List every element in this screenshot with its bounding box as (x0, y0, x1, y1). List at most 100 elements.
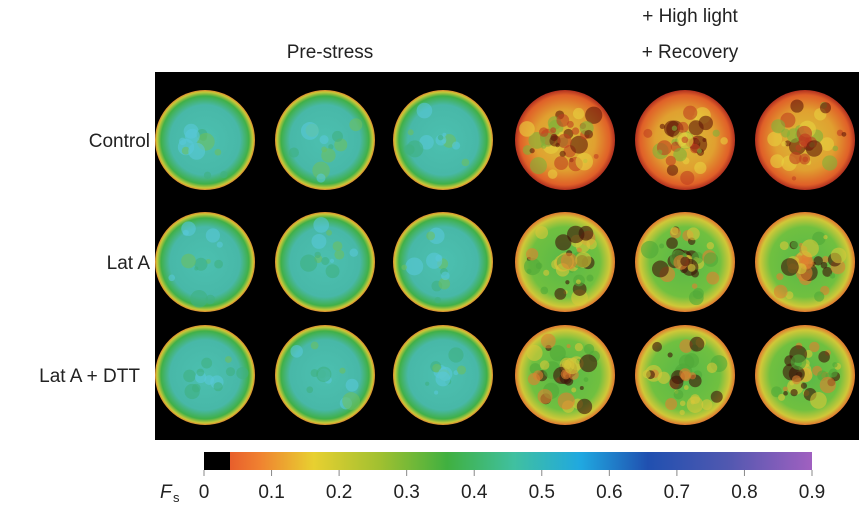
colorbar-label-subscript: s (173, 490, 180, 505)
texture (289, 148, 299, 158)
page: Pre-stress + High light + Recovery Contr… (0, 0, 859, 506)
texture (781, 141, 786, 146)
texture (401, 265, 407, 271)
texture (682, 136, 689, 143)
texture (694, 162, 706, 174)
texture (300, 255, 317, 272)
column-header: + High light (642, 6, 738, 27)
texture (831, 248, 847, 264)
texture (573, 108, 584, 119)
texture (770, 154, 784, 168)
texture (435, 372, 450, 387)
texture (832, 362, 837, 367)
texture (842, 132, 847, 137)
texture (801, 239, 819, 257)
texture (226, 367, 235, 376)
texture (206, 228, 220, 242)
texture (701, 399, 712, 410)
texture (462, 159, 470, 167)
texture (720, 137, 727, 144)
texture (776, 273, 783, 280)
texture (181, 254, 196, 269)
texture (586, 275, 593, 282)
texture (684, 385, 689, 390)
texture (780, 241, 789, 250)
texture (576, 279, 581, 284)
figure: Pre-stress + High light + Recovery Contr… (0, 0, 859, 506)
texture (690, 337, 705, 352)
texture (652, 261, 669, 278)
texture (540, 287, 548, 295)
texture (457, 365, 466, 374)
texture (823, 235, 827, 239)
row-label: Control (89, 131, 150, 152)
texture (408, 129, 414, 135)
texture (306, 386, 313, 393)
row-label: Lat A + DTT (39, 366, 140, 387)
texture (814, 256, 823, 265)
texture (426, 231, 435, 240)
texture (339, 368, 345, 374)
texture (692, 283, 698, 289)
texture (539, 127, 548, 136)
texture (704, 252, 718, 266)
texture (791, 241, 798, 248)
texture (781, 129, 790, 138)
texture (236, 367, 248, 379)
texture (316, 174, 325, 183)
texture (680, 171, 694, 185)
texture (313, 217, 329, 233)
texture (711, 391, 723, 403)
texture (530, 148, 535, 153)
texture (680, 401, 686, 407)
texture (550, 127, 556, 133)
texture (528, 373, 540, 385)
texture (668, 352, 673, 357)
texture (301, 122, 319, 140)
texture (792, 176, 796, 180)
texture (774, 285, 788, 299)
texture (330, 259, 334, 263)
texture (830, 273, 836, 279)
texture (561, 253, 578, 270)
texture (442, 133, 446, 137)
texture (679, 368, 691, 380)
texture (584, 377, 589, 382)
texture (562, 360, 572, 370)
texture (311, 234, 326, 249)
texture (448, 347, 463, 362)
texture (567, 226, 584, 243)
texture (220, 171, 227, 178)
texture (181, 221, 196, 236)
texture (586, 239, 597, 250)
texture (674, 390, 684, 400)
texture (183, 370, 196, 383)
column-header: + Recovery (642, 42, 739, 63)
texture (659, 244, 664, 249)
image-panel (155, 72, 859, 440)
texture (530, 157, 547, 174)
texture (594, 154, 599, 159)
texture (833, 146, 839, 152)
texture (316, 367, 331, 382)
texture (434, 297, 440, 303)
texture (426, 253, 442, 269)
texture (689, 120, 704, 135)
texture (667, 165, 678, 176)
texture (535, 226, 548, 239)
texture (706, 272, 719, 285)
colorbar-tick-label: 0 (199, 482, 210, 503)
texture (190, 290, 208, 308)
texture (567, 121, 574, 128)
colorbar: 00.10.20.30.40.50.60.70.80.9 (199, 452, 826, 503)
texture (820, 377, 836, 393)
texture (554, 156, 568, 170)
texture (666, 237, 678, 249)
texture (584, 344, 594, 354)
texture (810, 392, 827, 409)
texture (555, 143, 559, 147)
texture (188, 143, 205, 160)
texture (452, 142, 460, 150)
texture (576, 153, 594, 171)
texture (519, 121, 535, 137)
